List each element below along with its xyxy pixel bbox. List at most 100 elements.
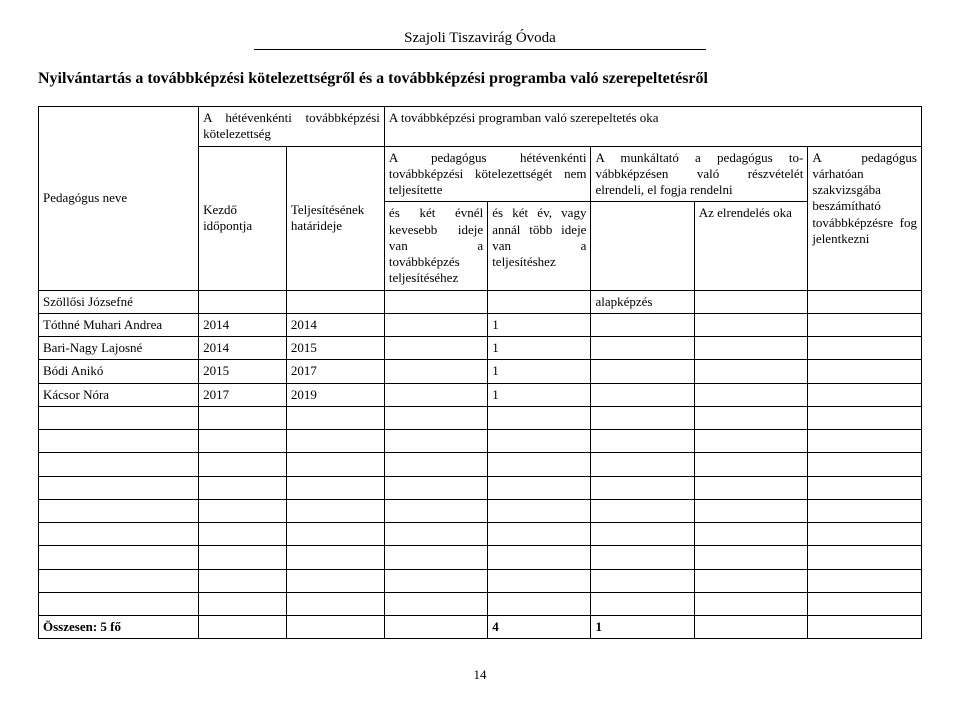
table-cell: [694, 290, 808, 313]
table-cell: [808, 499, 922, 522]
table-cell: 2017: [199, 383, 287, 406]
table-cell: [199, 430, 287, 453]
table-cell: [694, 546, 808, 569]
total-c1: [384, 616, 487, 639]
table-cell: [591, 499, 694, 522]
table-cell: alapképzés: [591, 290, 694, 313]
table-cell: [39, 476, 199, 499]
table-cell: [694, 592, 808, 615]
table-row: [39, 523, 922, 546]
table-cell: [384, 313, 487, 336]
table-cell: [488, 523, 591, 546]
table-cell: 2014: [199, 313, 287, 336]
table-cell: [286, 523, 384, 546]
table-cell: Bari-Nagy Lajosné: [39, 337, 199, 360]
table-cell: [286, 453, 384, 476]
table-cell: [39, 406, 199, 429]
table-cell: 1: [488, 360, 591, 383]
table-cell: [384, 499, 487, 522]
table-cell: [808, 383, 922, 406]
table-cell: [488, 546, 591, 569]
table-cell: [488, 592, 591, 615]
table-cell: [384, 476, 487, 499]
table-cell: [488, 453, 591, 476]
col-ket-ev-tobb: és két év, vagy annál több ideje van a t…: [488, 202, 591, 290]
table-cell: [808, 406, 922, 429]
table-cell: [694, 383, 808, 406]
table-cell: [488, 499, 591, 522]
total-cell: [286, 616, 384, 639]
table-cell: [694, 313, 808, 336]
table-cell: [286, 476, 384, 499]
page-header: Szajoli Tiszavirág Óvoda: [38, 30, 922, 50]
table-cell: [591, 313, 694, 336]
total-label: Összesen: 5 fő: [39, 616, 199, 639]
table-cell: [488, 430, 591, 453]
table-cell: [808, 453, 922, 476]
col-szakvizsga: A pedagógus várhatóan szakvizsgába beszá…: [808, 146, 922, 290]
table-cell: [591, 406, 694, 429]
col-programban-oka: A továbbképzési programban való szerepel…: [384, 107, 921, 147]
table-cell: [808, 546, 922, 569]
table-cell: [694, 476, 808, 499]
table-row: [39, 569, 922, 592]
table-cell: [286, 406, 384, 429]
table-cell: [199, 546, 287, 569]
table-cell: [694, 430, 808, 453]
col-munkaltato-empty: [591, 202, 694, 290]
table-row: Tóthné Muhari Andrea201420141: [39, 313, 922, 336]
table-cell: 1: [488, 313, 591, 336]
table-cell: [39, 569, 199, 592]
table-cell: [384, 453, 487, 476]
table-cell: [488, 476, 591, 499]
header-title: Szajoli Tiszavirág Óvoda: [254, 30, 706, 50]
table-cell: [591, 476, 694, 499]
table-cell: [286, 569, 384, 592]
col-munkaltato: A munkáltató a pedagógus to-vábbképzésen…: [591, 146, 808, 202]
table-cell: 2015: [199, 360, 287, 383]
table-cell: [808, 313, 922, 336]
table-cell: [384, 383, 487, 406]
table-cell: [808, 290, 922, 313]
table-cell: [591, 430, 694, 453]
registry-table: Pedagógus neve A hétévenkénti továbbképz…: [38, 106, 922, 639]
table-cell: [694, 453, 808, 476]
table-cell: [199, 290, 287, 313]
table-cell: [808, 430, 922, 453]
table-cell: Szöllősi Józsefné: [39, 290, 199, 313]
table-cell: [808, 476, 922, 499]
table-cell: [199, 523, 287, 546]
table-row: Kácsor Nóra201720191: [39, 383, 922, 406]
table-row: [39, 476, 922, 499]
table-cell: [694, 523, 808, 546]
table-cell: 2015: [286, 337, 384, 360]
table-cell: [39, 592, 199, 615]
table-cell: 2014: [199, 337, 287, 360]
table-cell: [591, 546, 694, 569]
table-cell: 1: [488, 337, 591, 360]
table-cell: [591, 383, 694, 406]
col-nem-teljesitette: A pedagógus hétévenkénti továbbképzési k…: [384, 146, 591, 202]
table-cell: [39, 453, 199, 476]
table-row: Bódi Anikó201520171: [39, 360, 922, 383]
table-cell: [591, 453, 694, 476]
table-cell: [286, 430, 384, 453]
table-cell: [694, 337, 808, 360]
table-cell: [488, 290, 591, 313]
page-subtitle: Nyilvántartás a továbbképzési kötelezett…: [38, 70, 922, 88]
table-cell: [286, 290, 384, 313]
total-cell: [199, 616, 287, 639]
table-cell: [694, 569, 808, 592]
table-cell: [199, 499, 287, 522]
table-cell: [808, 569, 922, 592]
table-cell: [384, 569, 487, 592]
table-row: [39, 453, 922, 476]
table-cell: 1: [488, 383, 591, 406]
table-row: Szöllősi Józsefné alapképzés: [39, 290, 922, 313]
table-cell: [384, 592, 487, 615]
table-row: [39, 592, 922, 615]
table-cell: [384, 546, 487, 569]
table-cell: [591, 592, 694, 615]
table-cell: [384, 523, 487, 546]
table-cell: [591, 523, 694, 546]
